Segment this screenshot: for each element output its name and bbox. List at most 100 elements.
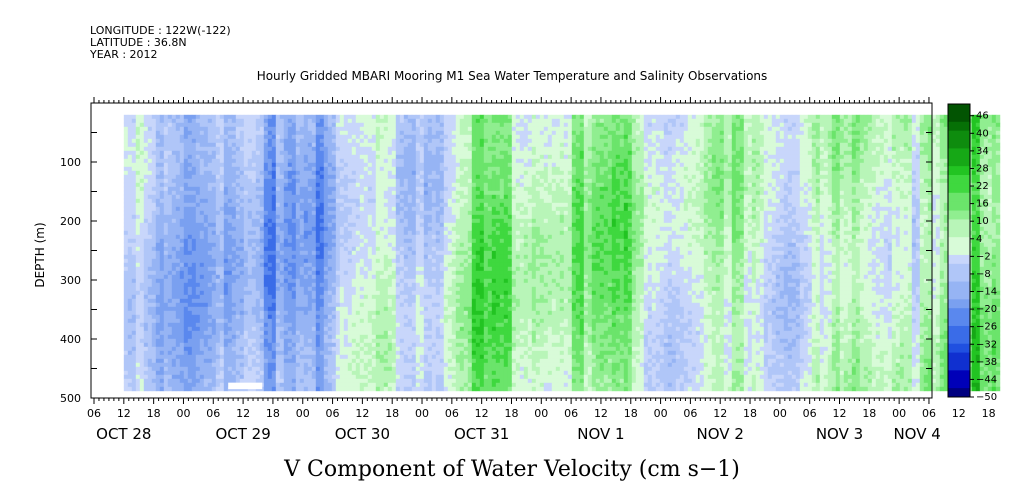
heatmap-cell — [223, 142, 229, 148]
heatmap-cell — [239, 282, 245, 288]
heatmap-cell — [195, 130, 201, 136]
heatmap-cell — [367, 358, 373, 364]
heatmap-cell — [371, 346, 377, 352]
heatmap-cell — [359, 334, 365, 340]
heatmap-cell — [135, 166, 141, 172]
heatmap-cell — [379, 274, 385, 280]
heatmap-cell — [391, 242, 397, 248]
heatmap-cell — [303, 138, 309, 144]
heatmap-cell — [355, 290, 361, 296]
heatmap-cell — [379, 154, 385, 160]
heatmap-cell — [123, 222, 129, 228]
heatmap-cell — [131, 190, 137, 196]
heatmap-cell — [239, 114, 245, 120]
heatmap-cell — [287, 218, 293, 224]
heatmap-cell — [195, 142, 201, 148]
heatmap-cell — [391, 354, 397, 360]
heatmap-cell — [239, 214, 245, 220]
heatmap-cell — [175, 126, 181, 132]
heatmap-cell — [391, 150, 397, 156]
heatmap-cell — [207, 322, 213, 328]
heatmap-cell — [367, 146, 373, 152]
heatmap-cell — [383, 190, 389, 196]
heatmap-cell — [311, 274, 317, 280]
heatmap-cell — [131, 306, 137, 312]
heatmap-cell — [319, 322, 325, 328]
heatmap-cell — [315, 206, 321, 212]
heatmap-cell — [327, 282, 333, 288]
heatmap-cell — [139, 134, 145, 140]
heatmap-cell — [299, 170, 305, 176]
heatmap-cell — [307, 190, 313, 196]
heatmap-cell — [339, 342, 345, 348]
heatmap-cell — [247, 226, 253, 232]
heatmap-cell — [151, 190, 157, 196]
heatmap-cell — [151, 286, 157, 292]
heatmap-cell — [283, 318, 289, 324]
heatmap-cell — [211, 170, 217, 176]
heatmap-cell — [219, 150, 225, 156]
heatmap-cell — [163, 210, 169, 216]
heatmap-cell — [143, 114, 149, 120]
heatmap-cell — [403, 382, 409, 388]
heatmap-cell — [379, 318, 385, 324]
heatmap-cell — [143, 314, 149, 320]
heatmap-cell — [251, 326, 257, 332]
heatmap-cell — [279, 166, 285, 172]
heatmap-cell — [379, 162, 385, 168]
heatmap-cell — [175, 134, 181, 140]
heatmap-cell — [199, 254, 205, 260]
heatmap-cell — [299, 246, 305, 252]
heatmap-cell — [227, 274, 233, 280]
heatmap-cell — [267, 354, 273, 360]
heatmap-cell — [247, 238, 253, 244]
heatmap-cell — [403, 198, 409, 204]
heatmap-cell — [391, 326, 397, 332]
heatmap-cell — [187, 386, 193, 392]
heatmap-cell — [147, 162, 153, 168]
heatmap-cell — [143, 178, 149, 184]
heatmap-cell — [271, 302, 277, 308]
heatmap-cell — [227, 166, 233, 172]
heatmap-cell — [367, 286, 373, 292]
heatmap-cell — [151, 342, 157, 348]
heatmap-cell — [291, 254, 297, 260]
heatmap-cell — [343, 270, 349, 276]
heatmap-cell — [135, 126, 141, 132]
heatmap-cell — [271, 146, 277, 152]
heatmap-cell — [279, 202, 285, 208]
heatmap-cell — [319, 382, 325, 388]
heatmap-cell — [299, 166, 305, 172]
heatmap-cell — [311, 358, 317, 364]
heatmap-cell — [191, 122, 197, 128]
heatmap-cell — [387, 262, 393, 268]
heatmap-cell — [187, 214, 193, 220]
heatmap-cell — [251, 282, 257, 288]
heatmap-cell — [163, 294, 169, 300]
heatmap-cell — [235, 250, 241, 256]
heatmap-cell — [275, 362, 281, 368]
heatmap-cell — [195, 154, 201, 160]
heatmap-cell — [267, 238, 273, 244]
heatmap-cell — [203, 162, 209, 168]
heatmap-cell — [403, 178, 409, 184]
heatmap-cell — [191, 350, 197, 356]
heatmap-cell — [351, 230, 357, 236]
heatmap-cell — [239, 302, 245, 308]
heatmap-cell — [179, 386, 185, 392]
heatmap-cell — [271, 182, 277, 188]
heatmap-cell — [227, 286, 233, 292]
heatmap-cell — [191, 302, 197, 308]
heatmap-cell — [143, 246, 149, 252]
heatmap-cell — [191, 270, 197, 276]
heatmap-cell — [299, 258, 305, 264]
heatmap-cell — [219, 166, 225, 172]
heatmap-cell — [295, 354, 301, 360]
heatmap-cell — [375, 198, 381, 204]
heatmap-cell — [351, 382, 357, 388]
heatmap-cell — [323, 294, 329, 300]
heatmap-cell — [123, 326, 129, 332]
heatmap-cell — [307, 386, 313, 392]
heatmap-cell — [219, 258, 225, 264]
heatmap-cell — [403, 274, 409, 280]
